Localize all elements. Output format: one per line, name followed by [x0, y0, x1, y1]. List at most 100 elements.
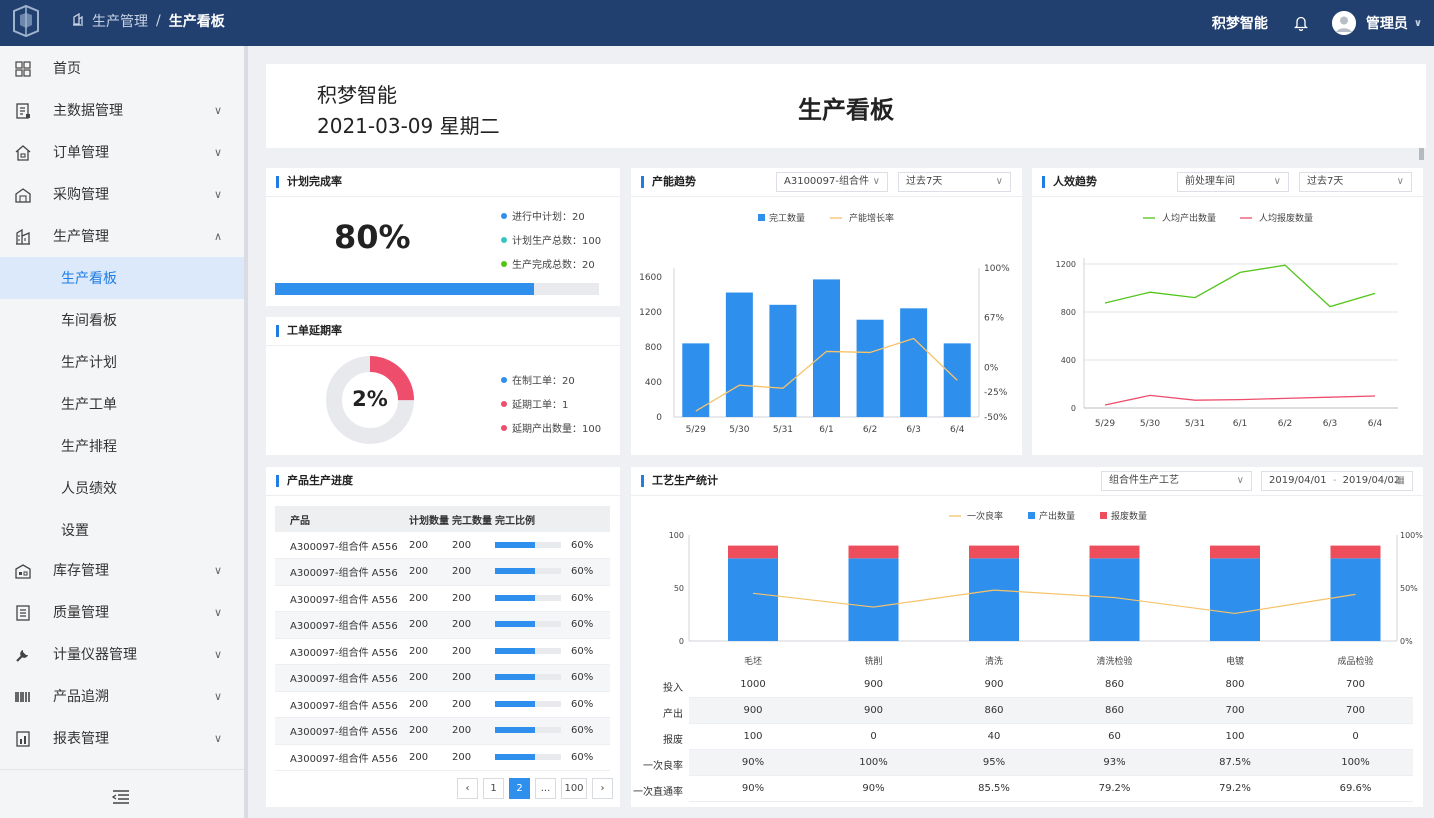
y2-tick-label: 100%: [984, 264, 1010, 274]
current-date: 2021-03-09 星期二: [317, 114, 500, 138]
ratio-cell: 60%: [495, 612, 610, 639]
prev-page-button[interactable]: ‹: [457, 778, 478, 799]
sidebar-item-quality[interactable]: 质量管理 ∨: [0, 591, 244, 633]
chevron-down-icon: ∨: [214, 145, 223, 159]
sidebar-item-reports[interactable]: 报表管理 ∨: [0, 717, 244, 759]
legend-swatch: [1100, 512, 1107, 519]
card-divider: [631, 495, 1423, 496]
capacity-chart: 0 400 800 1200 1600 -50% -25% 0% 67% 100% 5/29 5/30…: [639, 212, 1010, 435]
bar: [1210, 558, 1260, 641]
table-cell: 93%: [1103, 757, 1126, 768]
table-row: A300097-组合件 A556 200 200 60%: [275, 664, 610, 691]
x-tick-label: 5/29: [686, 425, 706, 435]
legend-label: 人均报废数量: [1259, 212, 1313, 224]
plan-quantity-cell: 200: [409, 751, 429, 763]
user-dropdown-icon[interactable]: ∨: [1413, 17, 1422, 29]
collapse-menu-icon[interactable]: [110, 789, 132, 805]
ratio-bar: [495, 700, 561, 707]
range-select[interactable]: 过去7天 ∨: [898, 172, 1011, 192]
sidebar-item-master-data[interactable]: 主数据管理 ∨: [0, 89, 244, 131]
sidebar-subitem-performance[interactable]: 人员绩效: [0, 467, 244, 509]
series-line: [752, 589, 1356, 615]
legend-label: 延期工单：1: [512, 400, 569, 411]
sidebar-item-home[interactable]: 首页: [0, 47, 244, 89]
sidebar-item-purchasing[interactable]: 采购管理 ∨: [0, 173, 244, 215]
product-name-cell: A300097-组合件 A556: [290, 647, 398, 659]
bar: [900, 308, 928, 417]
quality-icon: [16, 605, 30, 621]
bar-segment-scrap: [969, 545, 1019, 559]
row-divider: [689, 749, 1413, 750]
date-range-picker[interactable]: 2019/04/01 - 2019/04/02 ▦: [1261, 471, 1413, 491]
row-divider: [689, 723, 1413, 724]
company-logo[interactable]: [6, 3, 42, 39]
report-icon: [16, 731, 30, 747]
sidebar-item-inventory[interactable]: 库存管理 ∨: [0, 549, 244, 591]
table-cell: 860: [1104, 705, 1125, 716]
sidebar-item-label: 计量仪器管理: [53, 647, 137, 663]
card-title: 人效趋势: [1042, 176, 1097, 188]
page-button[interactable]: 1: [483, 778, 504, 799]
select-value: 组合件生产工艺: [1109, 475, 1179, 486]
bell-icon[interactable]: [1293, 15, 1308, 31]
user-name[interactable]: 管理员: [1365, 16, 1408, 32]
product-name-cell: A300097-组合件 A556: [290, 594, 398, 606]
card-divider: [631, 196, 1022, 197]
done-quantity-cell: 200: [452, 566, 472, 578]
sidebar-item-label: 采购管理: [53, 187, 109, 203]
page-button-current[interactable]: 2: [509, 778, 530, 799]
x-tick-label: 6/1: [1233, 419, 1247, 429]
bar: [1330, 558, 1381, 641]
process-select[interactable]: 组合件生产工艺 ∨: [1101, 471, 1252, 491]
y2-tick-label: 67%: [984, 314, 1004, 324]
y2-tick-label: 100%: [1400, 531, 1423, 540]
row-label: 报废: [663, 735, 683, 746]
ratio-label: 60%: [571, 592, 594, 604]
brand-name: 积梦智能: [1211, 16, 1268, 32]
sidebar-item-orders[interactable]: 订单管理 ∨: [0, 131, 244, 173]
sidebar-subitem-work-order[interactable]: 生产工单: [0, 383, 244, 425]
sidebar-subitem-settings[interactable]: 设置: [0, 509, 244, 551]
select-value: A3100097-组合件: [784, 176, 869, 187]
ratio-label: 60%: [571, 725, 594, 737]
avatar[interactable]: [1331, 11, 1356, 35]
inventory-icon: [15, 564, 31, 579]
sidebar-subitem-workshop-board[interactable]: 车间看板: [0, 299, 244, 341]
x-tick-label: 6/4: [1368, 419, 1383, 429]
ratio-cell: 60%: [495, 559, 610, 586]
sidebar-item-traceability[interactable]: 产品追溯 ∨: [0, 675, 244, 717]
legend-label: 产能增长率: [849, 212, 894, 224]
plan-completion-percent: 80%: [334, 218, 411, 256]
plan-quantity-cell: 200: [409, 725, 429, 737]
sidebar-subitem-production-board[interactable]: 生产看板: [0, 257, 244, 299]
sidebar-subitem-production-plan[interactable]: 生产计划: [0, 341, 244, 383]
workshop-select[interactable]: 前处理车间 ∨: [1177, 172, 1289, 192]
chevron-down-icon: ∨: [1236, 475, 1244, 486]
sidebar-item-production[interactable]: 生产管理 ∧: [0, 215, 244, 257]
breadcrumb-parent[interactable]: 生产管理: [92, 14, 148, 30]
y2-tick-label: 0%: [984, 363, 999, 373]
sidebar-subitem-label: 生产工单: [61, 397, 117, 413]
y-tick-label: 1200: [639, 308, 662, 318]
x-tick-label: 6/4: [950, 425, 965, 435]
series-line: [695, 337, 958, 412]
table-cell: 700: [1345, 679, 1366, 690]
page-button[interactable]: 100: [561, 778, 587, 799]
x-tick-label: 5/29: [1095, 419, 1115, 429]
delay-percent: 2%: [352, 387, 388, 411]
ratio-bar-fill: [495, 541, 535, 548]
bar: [769, 304, 797, 417]
chevron-down-icon: ∨: [214, 187, 223, 201]
plan-quantity-cell: 200: [409, 645, 429, 657]
range-select[interactable]: 过去7天 ∨: [1299, 172, 1412, 192]
sidebar-subitem-scheduling[interactable]: 生产排程: [0, 425, 244, 467]
done-quantity-cell: 200: [452, 619, 472, 631]
product-select[interactable]: A3100097-组合件 ∨: [776, 172, 888, 192]
plan-quantity-cell: 200: [409, 539, 429, 551]
sidebar-item-instruments[interactable]: 计量仪器管理 ∨: [0, 633, 244, 675]
sidebar-item-label: 主数据管理: [53, 103, 123, 119]
ratio-label: 60%: [571, 751, 594, 763]
bar: [813, 279, 840, 417]
next-page-button[interactable]: ›: [592, 778, 613, 799]
scrollbar[interactable]: [1419, 148, 1424, 160]
